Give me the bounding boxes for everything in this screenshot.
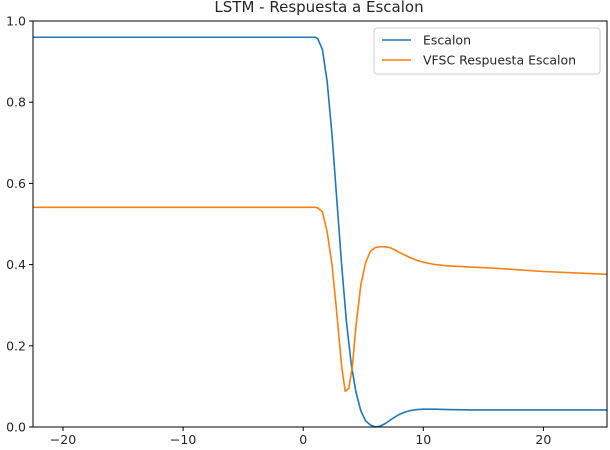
y-tick-label: 0.8 (6, 95, 26, 110)
x-tick-label: 0 (299, 432, 307, 447)
x-tick-label: 10 (415, 432, 431, 447)
legend-box (373, 27, 601, 75)
y-axis: 0.0 0.2 0.4 0.6 0.8 1.0 (6, 14, 33, 435)
legend: Escalon VFSC Respuesta Escalon (373, 27, 601, 75)
y-tick-label: 0.4 (6, 257, 26, 272)
y-tick-label: 0.6 (6, 176, 26, 191)
plot-area-frame (32, 20, 608, 428)
x-axis: −20 −10 0 10 20 (50, 427, 551, 447)
series-line-2 (33, 206, 608, 393)
legend-label: Escalon (423, 33, 471, 48)
legend-label: VFSC Respuesta Escalon (423, 53, 576, 68)
x-tick-label: 20 (535, 432, 551, 447)
series-line-1 (33, 36, 607, 428)
y-tick-label: 1.0 (6, 14, 26, 29)
y-tick-label: 0.0 (6, 420, 26, 435)
x-tick-label: −10 (170, 432, 196, 447)
chart-title: LSTM - Respuesta a Escalon (214, 0, 423, 16)
y-tick-label: 0.2 (6, 338, 26, 353)
series-layer (33, 36, 608, 428)
x-tick-label: −20 (50, 432, 76, 447)
